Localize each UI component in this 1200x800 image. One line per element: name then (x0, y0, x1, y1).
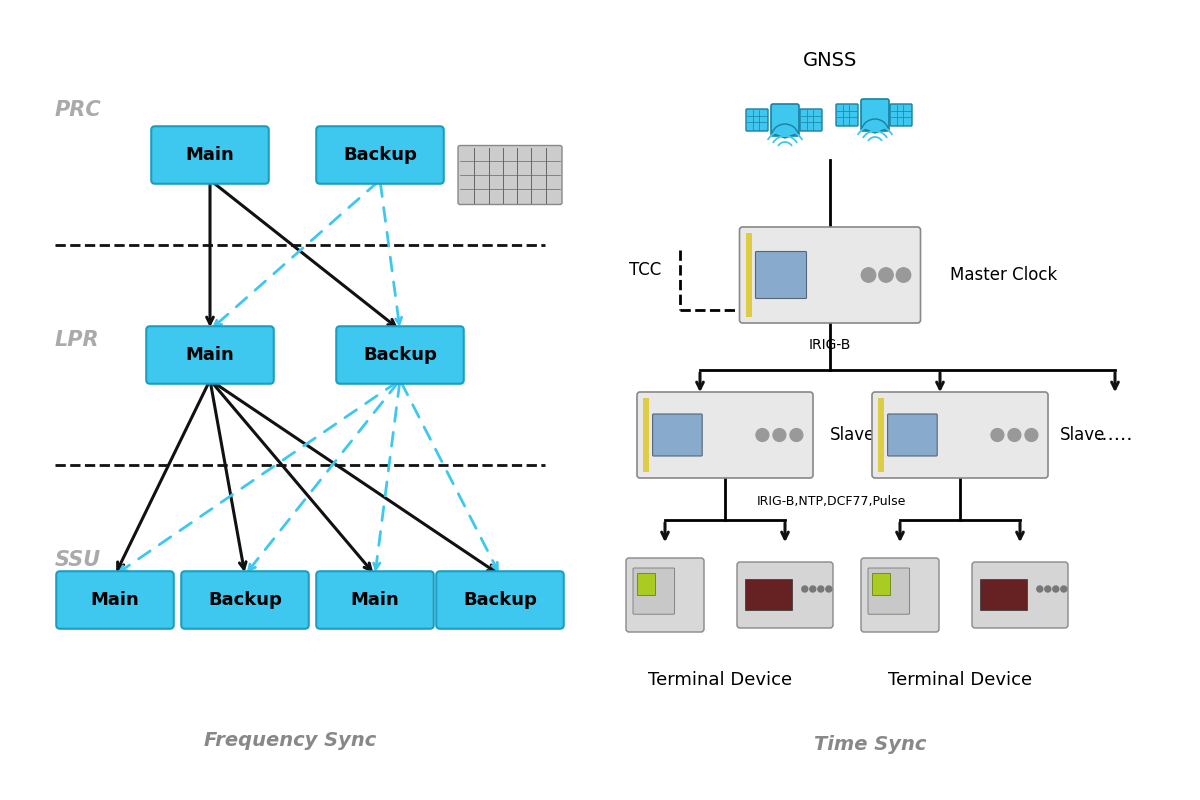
FancyBboxPatch shape (737, 562, 833, 628)
Text: Main: Main (186, 346, 234, 364)
Circle shape (991, 429, 1004, 442)
FancyBboxPatch shape (890, 104, 912, 126)
FancyBboxPatch shape (745, 579, 792, 610)
Text: Backup: Backup (343, 146, 416, 164)
Circle shape (862, 268, 876, 282)
Bar (872, 573, 890, 595)
Circle shape (826, 586, 832, 592)
Circle shape (1037, 586, 1043, 592)
FancyBboxPatch shape (653, 414, 702, 456)
Circle shape (790, 429, 803, 442)
Bar (637, 573, 655, 595)
Circle shape (818, 586, 823, 592)
Text: TCC: TCC (629, 261, 661, 279)
Wedge shape (772, 124, 798, 138)
Text: Main: Main (350, 591, 400, 609)
Text: PRC: PRC (55, 100, 102, 120)
Circle shape (1025, 429, 1038, 442)
FancyBboxPatch shape (888, 414, 937, 456)
Text: Main: Main (91, 591, 139, 609)
Text: Terminal Device: Terminal Device (648, 671, 792, 689)
Circle shape (802, 586, 808, 592)
Circle shape (1061, 586, 1067, 592)
Text: SSU: SSU (55, 550, 101, 570)
FancyBboxPatch shape (756, 251, 806, 298)
Circle shape (1045, 586, 1051, 592)
FancyBboxPatch shape (634, 568, 674, 614)
Text: LPR: LPR (55, 330, 100, 350)
FancyBboxPatch shape (746, 109, 768, 131)
FancyBboxPatch shape (972, 562, 1068, 628)
FancyBboxPatch shape (772, 104, 799, 136)
Text: ......: ...... (1097, 426, 1134, 445)
Circle shape (1052, 586, 1058, 592)
Text: GNSS: GNSS (803, 50, 857, 70)
FancyBboxPatch shape (836, 104, 858, 126)
Text: Slave: Slave (830, 426, 875, 444)
FancyBboxPatch shape (862, 99, 889, 131)
FancyBboxPatch shape (151, 126, 269, 184)
FancyBboxPatch shape (458, 146, 562, 205)
Text: Slave: Slave (1060, 426, 1105, 444)
FancyBboxPatch shape (739, 227, 920, 323)
FancyBboxPatch shape (56, 571, 174, 629)
Text: Main: Main (186, 146, 234, 164)
FancyBboxPatch shape (980, 579, 1027, 610)
Text: Terminal Device: Terminal Device (888, 671, 1032, 689)
Circle shape (1008, 429, 1021, 442)
FancyBboxPatch shape (317, 571, 433, 629)
Text: Backup: Backup (208, 591, 282, 609)
Text: Frequency Sync: Frequency Sync (204, 730, 376, 750)
FancyBboxPatch shape (626, 558, 704, 632)
Circle shape (810, 586, 816, 592)
FancyBboxPatch shape (317, 126, 444, 184)
FancyBboxPatch shape (437, 571, 564, 629)
Circle shape (756, 429, 769, 442)
Text: Master Clock: Master Clock (950, 266, 1057, 284)
Text: Backup: Backup (364, 346, 437, 364)
Circle shape (878, 268, 893, 282)
FancyBboxPatch shape (862, 558, 940, 632)
Circle shape (896, 268, 911, 282)
Circle shape (773, 429, 786, 442)
Text: Backup: Backup (463, 591, 536, 609)
Text: Time Sync: Time Sync (814, 735, 926, 754)
Bar (643, 398, 649, 472)
FancyBboxPatch shape (868, 568, 910, 614)
FancyBboxPatch shape (336, 326, 463, 384)
FancyBboxPatch shape (637, 392, 814, 478)
Bar (745, 233, 751, 317)
Text: IRIG-B,NTP,DCF77,Pulse: IRIG-B,NTP,DCF77,Pulse (757, 495, 906, 509)
FancyBboxPatch shape (146, 326, 274, 384)
FancyBboxPatch shape (800, 109, 822, 131)
FancyBboxPatch shape (872, 392, 1048, 478)
Bar (878, 398, 884, 472)
FancyBboxPatch shape (181, 571, 308, 629)
Wedge shape (862, 119, 888, 133)
Text: IRIG-B: IRIG-B (809, 338, 851, 352)
